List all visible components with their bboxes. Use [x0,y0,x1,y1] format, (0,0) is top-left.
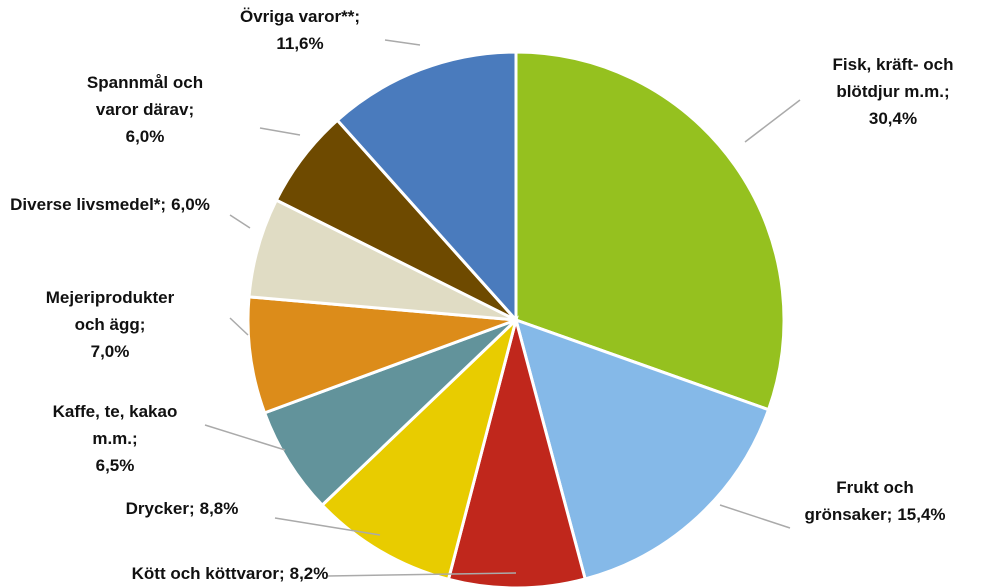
category-label: m.m.; [92,429,137,448]
category-label: Kaffe, te, kakao [53,402,178,421]
slice-label: Fisk, kräft- och blötdjur m.m.; 30,4% [833,55,954,128]
category-label: Drycker; [126,499,195,518]
category-label: Spannmål och [87,73,203,92]
slice-label: Mejeriprodukter och ägg; 7,0% [46,288,175,361]
category-label: Kött och köttvaror; [132,564,285,583]
category-label: grönsaker; [804,505,892,524]
value-label: 11,6% [276,34,323,53]
category-label: Övriga varor**; [240,7,360,26]
pie-slice [262,318,518,508]
value-label: 6,0% [126,127,165,146]
slice-label: Kaffe, te, kakao m.m.; 6,5% [53,402,178,475]
category-label: Mejeriprodukter [46,288,175,307]
slice-label: Kött och köttvaror; 8,2% [132,564,329,583]
value-label: 6,0% [171,195,210,214]
category-label: varor därav; [96,100,194,119]
leader-line [384,39,421,46]
pie-slice [514,50,786,412]
category-label: Diverse livsmedel*; [10,195,166,214]
slice-label: Spannmål och varor därav; 6,0% [87,73,203,146]
leader-line [327,572,517,577]
value-label: 6,5% [96,456,135,475]
slice-label: Diverse livsmedel*; 6,0% [10,195,210,214]
category-label: Frukt och [836,478,913,497]
value-label: 8,8% [200,499,239,518]
leader-line [719,504,791,529]
category-label: och ägg; [75,315,146,334]
slice-label: Övriga varor**; 11,6% [240,7,360,53]
value-label: 7,0% [91,342,130,361]
value-label: 8,2% [290,564,329,583]
slice-label: Frukt och grönsaker; 15,4% [804,478,945,524]
pie-slice [320,315,519,582]
leader-line [259,127,301,136]
leader-line [274,517,381,536]
value-label: 15,4% [897,505,945,524]
slice-label: Drycker; 8,8% [126,499,239,518]
leader-line [204,424,286,451]
category-label: blötdjur m.m.; [836,82,949,101]
pie-slice [246,295,517,415]
pie-slice [513,317,771,581]
pie-slice [446,314,587,587]
value-label: 30,4% [869,109,917,128]
leader-line [229,214,251,229]
leader-line [744,99,801,143]
leader-line [229,317,249,336]
category-label: Fisk, kräft- och [833,55,954,74]
pie-slice [335,50,518,324]
